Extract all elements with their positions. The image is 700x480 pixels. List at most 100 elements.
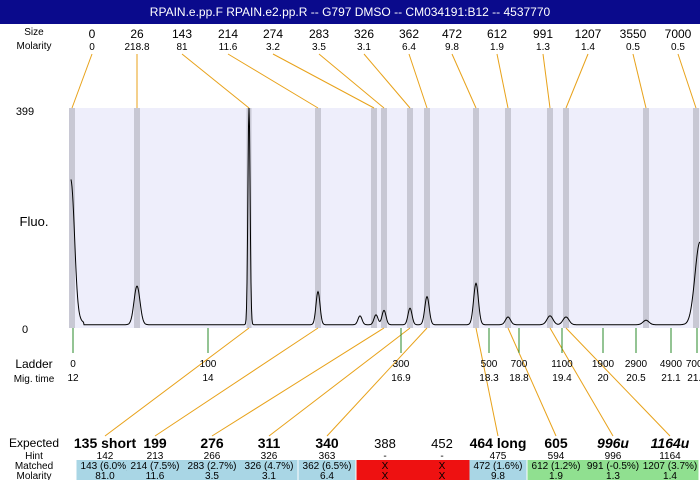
- hint-value: -: [383, 451, 386, 462]
- matched-value: 991 (-0.5%): [587, 461, 639, 472]
- matched-value: 472 (1.6%): [474, 461, 523, 472]
- peak-molarity-label: 3.2: [266, 42, 280, 53]
- peak-size-label: 3550: [620, 27, 647, 41]
- ladder-time-label: 12: [67, 373, 79, 384]
- peak-band: [643, 108, 649, 328]
- matched-value: 283 (2.7%): [188, 461, 237, 472]
- peak-molarity-label: 1.9: [490, 42, 504, 53]
- match-connector: [326, 327, 428, 437]
- ladder-size-label: 7000: [686, 359, 700, 370]
- peak-size-label: 612: [487, 27, 507, 41]
- peak-molarity-label: 3.1: [357, 42, 371, 53]
- peak-size-label: 0: [89, 27, 96, 41]
- expected-size-label: 388: [374, 436, 396, 451]
- molarity-value: 11.6: [146, 471, 165, 480]
- matched-row-label: Matched: [15, 461, 53, 472]
- peak-connector: [272, 53, 375, 109]
- expected-row-label: Expected: [9, 436, 59, 450]
- peak-size-label: 214: [218, 27, 238, 41]
- matched-cell: [126, 460, 184, 480]
- hint-value: 266: [204, 451, 221, 462]
- hint-value: 475: [490, 451, 507, 462]
- match-connector: [104, 327, 250, 437]
- connector-lines: [71, 53, 697, 437]
- ladder-size-label: 1100: [551, 359, 573, 370]
- ladder-size-label: 500: [481, 359, 498, 370]
- peak-size-label: 1207: [575, 27, 602, 41]
- peak-molarity-label: 1.3: [536, 42, 550, 53]
- hint-value: 1164: [659, 451, 681, 462]
- match-connector: [475, 327, 499, 437]
- matched-cell: [240, 460, 298, 480]
- match-connector: [565, 327, 671, 437]
- hint-row-label: Hint: [25, 451, 43, 462]
- peak-size-label: 143: [172, 27, 192, 41]
- molarity-value: 81.0: [95, 471, 115, 480]
- mig-time-label: Mig. time: [14, 374, 55, 385]
- peak-size-label: 283: [309, 27, 329, 41]
- peak-connector: [565, 53, 589, 109]
- molarity-value: 1.4: [663, 471, 677, 480]
- peak-molarity-label: 6.4: [402, 42, 416, 53]
- match-connector: [268, 327, 411, 437]
- peak-connector: [496, 53, 509, 109]
- peak-band: [381, 108, 387, 328]
- ladder-size-label: 2900: [625, 359, 648, 370]
- peak-molarity-label: 218.8: [124, 42, 149, 53]
- matched-value: 1207 (3.7%): [643, 461, 697, 472]
- peak-band: [547, 108, 553, 328]
- peak-band: [246, 108, 252, 328]
- peak-molarity-label: 0.5: [671, 42, 685, 53]
- hint-value: 594: [548, 451, 565, 462]
- peak-size-label: 7000: [665, 27, 692, 41]
- molarity-bottom-label: Molarity: [16, 471, 51, 480]
- peak-connector: [542, 53, 551, 109]
- expected-size-label: 311: [258, 435, 281, 451]
- molarity-value: 1.9: [549, 471, 563, 480]
- peak-size-label: 26: [130, 27, 144, 41]
- y-tick-max: 399: [16, 106, 34, 118]
- matched-cell: [356, 460, 414, 480]
- hint-value: 213: [147, 451, 164, 462]
- peak-molarity-label: 0: [89, 42, 95, 53]
- ladder-size-label: 700: [511, 359, 528, 370]
- peak-bands: [69, 108, 699, 328]
- axis-labels: 399 0 Fluo.: [16, 106, 49, 336]
- match-connector: [507, 327, 557, 437]
- peak-band: [693, 108, 699, 328]
- ladder-time-label: 18.3: [479, 373, 499, 384]
- ladder-size-label: 100: [200, 359, 217, 370]
- peak-band: [134, 108, 140, 328]
- peak-molarity-label: 3.5: [312, 42, 326, 53]
- matched-cell: [527, 460, 585, 480]
- fluorescence-trace: [70, 107, 700, 326]
- expected-size-label: 996u: [597, 435, 629, 451]
- peak-size-label: 472: [442, 27, 462, 41]
- peak-connector: [408, 53, 428, 109]
- peak-band: [563, 108, 569, 328]
- peak-connector: [363, 53, 411, 109]
- peak-molarity-label: 11.6: [219, 42, 238, 53]
- title-bar: RPAIN.e.pp.F RPAIN.e2.pp.R -- G797 DMSO …: [0, 0, 700, 24]
- expected-size-label: 464 long: [470, 435, 527, 451]
- matched-cell: [641, 460, 699, 480]
- expected-size-label: 605: [544, 435, 568, 451]
- ladder-time-label: 21.1: [661, 373, 681, 384]
- matched-value: X: [439, 461, 446, 472]
- ladder-size-label: 1900: [592, 359, 615, 370]
- peak-size-label: 274: [263, 27, 283, 41]
- matched-value: 214 (7.5%): [131, 461, 180, 472]
- peak-size-label: 362: [399, 27, 419, 41]
- matched-cell: [298, 460, 356, 480]
- hint-value: 142: [97, 451, 114, 462]
- peak-molarity-label: 1.4: [581, 42, 595, 53]
- ladder-axis: Ladder Mig. time 0 12 100 14 300 16.9 500 18.3 700…: [14, 328, 700, 385]
- matched-value: X: [382, 461, 389, 472]
- matched-value: 612 (1.2%): [532, 461, 581, 472]
- expected-size-label: 276: [200, 435, 224, 451]
- expected-size-label: 1164u: [651, 435, 690, 451]
- peak-band: [371, 108, 377, 328]
